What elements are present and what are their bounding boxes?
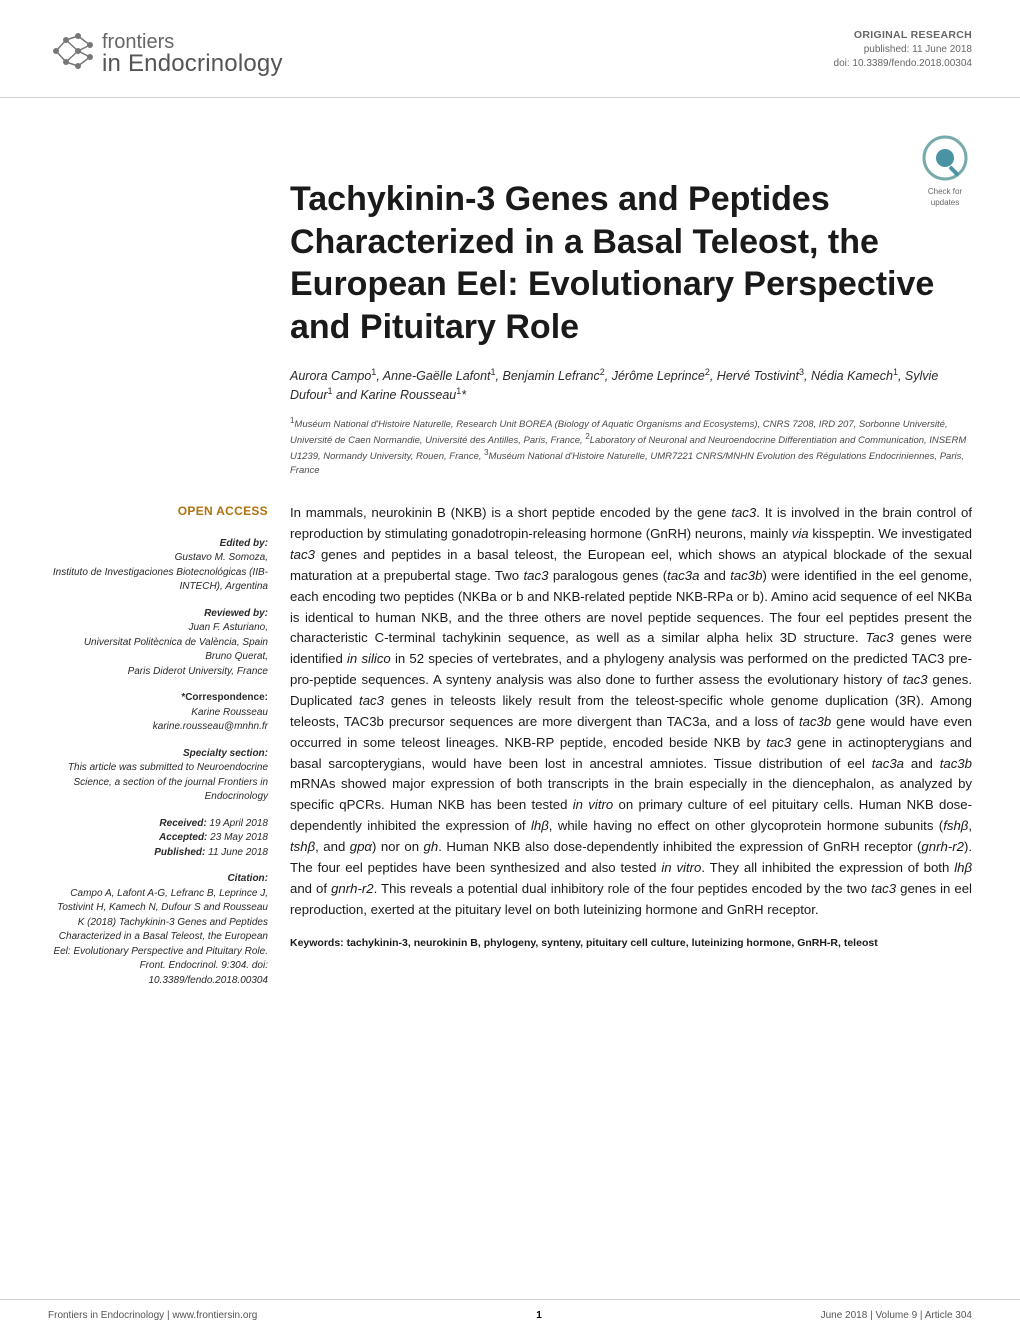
footer-page-number: 1 [536, 1310, 542, 1321]
affiliation-list: 1Muséum National d'Histoire Naturelle, R… [290, 415, 972, 478]
author-list: Aurora Campo1, Anne-Gaëlle Lafont1, Benj… [290, 366, 972, 405]
edited-by-label: Edited by: [48, 537, 268, 552]
doi: doi: 10.3389/fendo.2018.00304 [834, 57, 972, 71]
editor-affil: Instituto de Investigaciones Biotecnológ… [48, 566, 268, 595]
accepted-label: Accepted: [159, 832, 207, 843]
reviewer1-affil: Universitat Politècnica de València, Spa… [48, 636, 268, 651]
reviewer2-name: Bruno Querat, [48, 650, 268, 665]
specialty-text: This article was submitted to Neuroendoc… [48, 761, 268, 805]
citation-label: Citation: [48, 872, 268, 887]
footer-journal-link[interactable]: Frontiers in Endocrinology | www.frontie… [48, 1310, 257, 1321]
page-footer: Frontiers in Endocrinology | www.frontie… [0, 1299, 1020, 1335]
article-sidebar: OPEN ACCESS Edited by: Gustavo M. Somoza… [0, 503, 268, 988]
header-meta: ORIGINAL RESEARCH published: 11 June 201… [834, 28, 972, 71]
published-label: Published: [154, 847, 205, 858]
correspondence-name: Karine Rousseau [48, 706, 268, 721]
page-header: frontiers in Endocrinology ORIGINAL RESE… [0, 0, 1020, 98]
body-two-column: OPEN ACCESS Edited by: Gustavo M. Somoza… [0, 503, 1020, 988]
specialty-label: Specialty section: [48, 747, 268, 762]
abstract-column: In mammals, neurokinin B (NKB) is a shor… [290, 503, 972, 988]
journal-logo-text: frontiers in Endocrinology [102, 32, 283, 76]
badge-text-2: updates [918, 199, 972, 208]
abstract-text: In mammals, neurokinin B (NKB) is a shor… [290, 503, 972, 920]
check-updates-badge[interactable]: Check for updates [918, 135, 972, 208]
received-date: 19 April 2018 [207, 818, 268, 829]
logo-frontiers-word: frontiers [102, 32, 283, 52]
reviewer1-name: Juan F. Asturiano, [48, 621, 268, 636]
reviewed-by-label: Reviewed by: [48, 607, 268, 622]
open-access-badge: OPEN ACCESS [48, 503, 268, 520]
badge-text-1: Check for [918, 188, 972, 197]
correspondence-email[interactable]: karine.rousseau@mnhn.fr [48, 720, 268, 735]
citation-text: Campo A, Lafont A-G, Lefranc B, Leprince… [48, 887, 268, 989]
frontiers-logo-icon [48, 28, 94, 79]
keywords: Keywords: tachykinin-3, neurokinin B, ph… [290, 936, 972, 951]
published-date-sidebar: 11 June 2018 [205, 847, 268, 858]
received-label: Received: [159, 818, 206, 829]
article-title: Tachykinin-3 Genes and Peptides Characte… [290, 178, 972, 348]
article-type: ORIGINAL RESEARCH [834, 28, 972, 43]
editor-name: Gustavo M. Somoza, [48, 551, 268, 566]
correspondence-label: *Correspondence: [48, 691, 268, 706]
reviewer2-affil: Paris Diderot University, France [48, 665, 268, 680]
crossmark-icon [922, 135, 968, 181]
accepted-date: 23 May 2018 [207, 832, 268, 843]
journal-logo: frontiers in Endocrinology [48, 28, 283, 79]
published-date: published: 11 June 2018 [834, 43, 972, 57]
footer-right: June 2018 | Volume 9 | Article 304 [821, 1310, 972, 1321]
footer-left[interactable]: Frontiers in Endocrinology | www.frontie… [48, 1310, 257, 1321]
logo-journal-name: in Endocrinology [102, 52, 283, 76]
